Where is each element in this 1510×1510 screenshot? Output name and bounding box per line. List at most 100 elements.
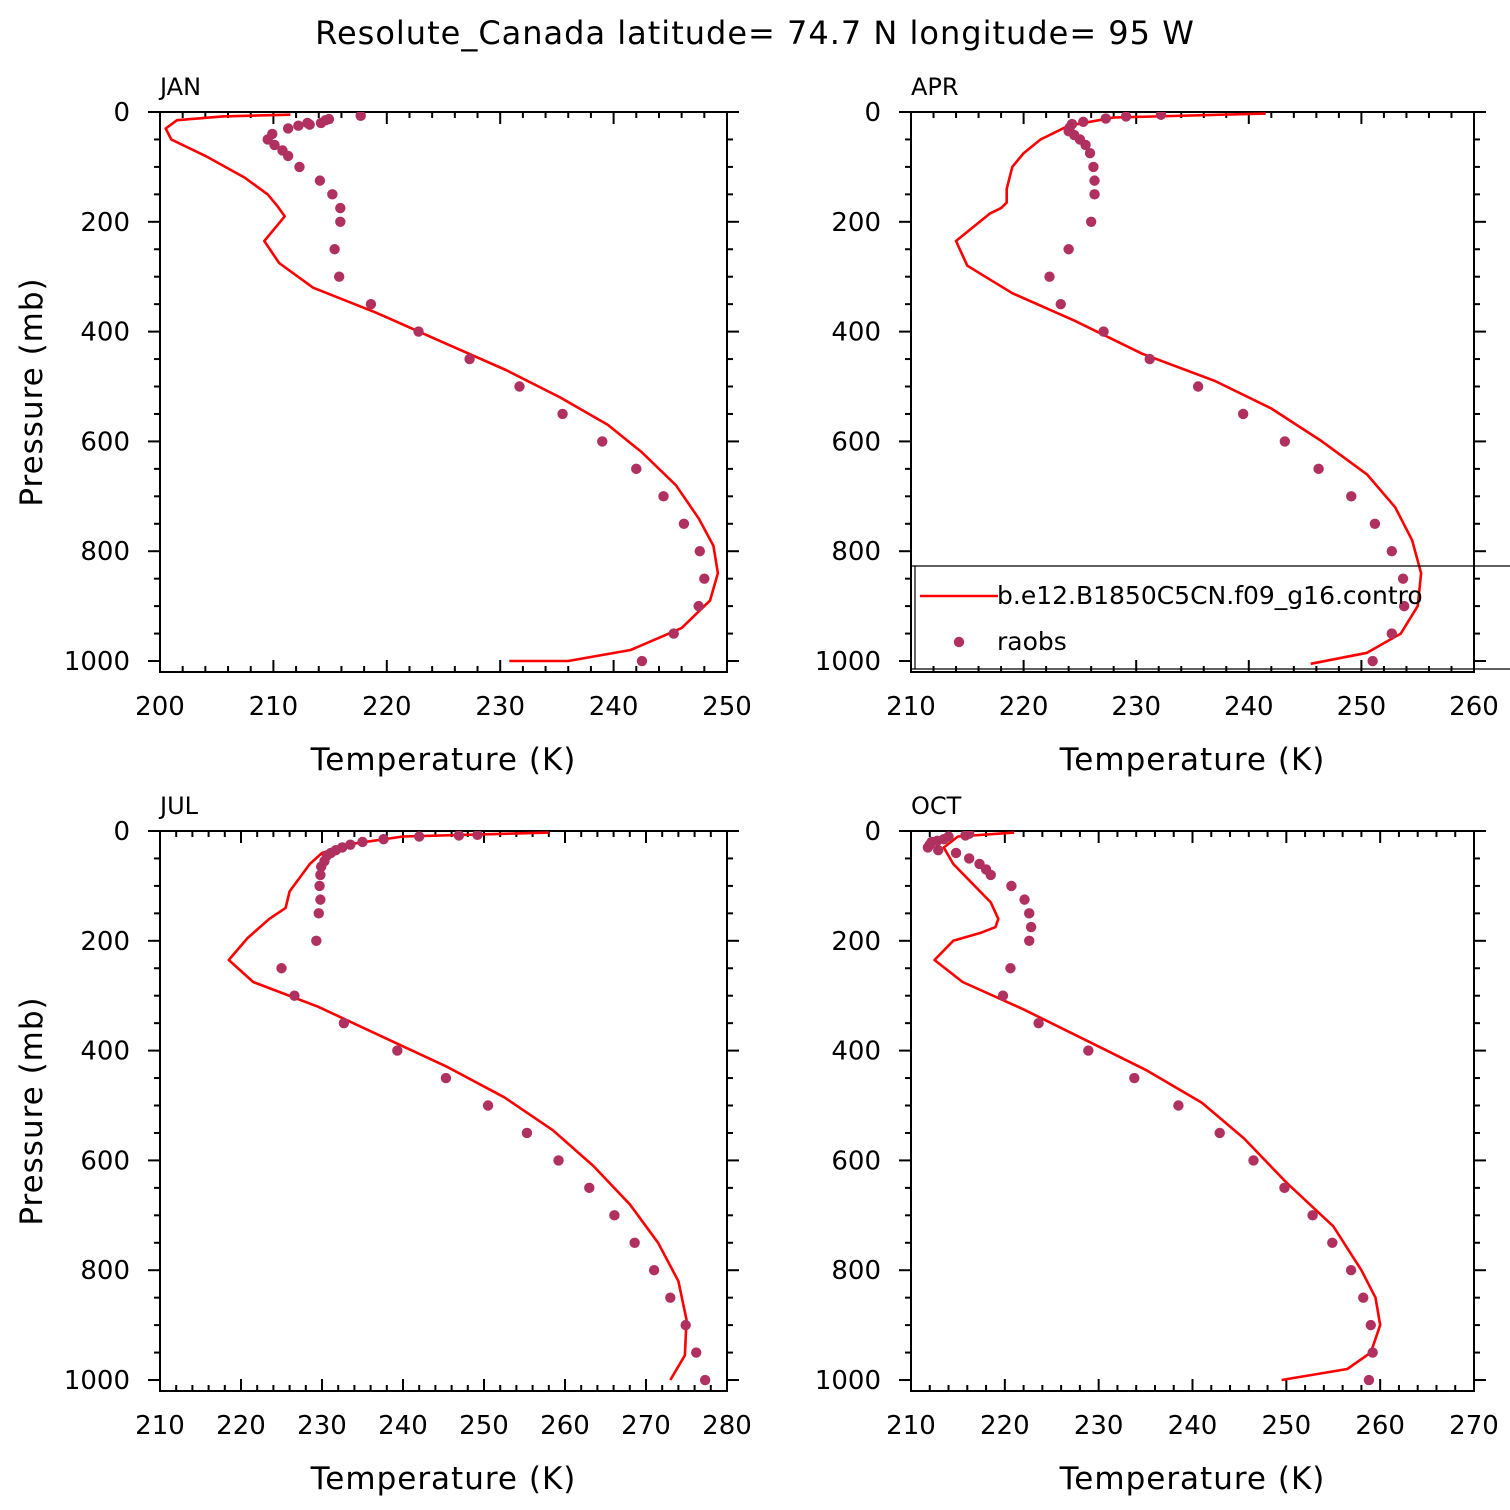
panel-oct: 210 220 230 240 250 260 270 0 200 400 600 800 1000 Te… [815, 792, 1499, 1497]
plot-frame [910, 111, 1475, 673]
raobs-point [963, 853, 975, 864]
x-tick-label: 240 [589, 692, 639, 722]
y-tick-label: 800 [80, 537, 130, 567]
x-tick-label: 280 [702, 1411, 752, 1441]
raobs-point [1024, 935, 1035, 947]
raobs-point [335, 202, 346, 214]
legend-raobs-label: raobs [997, 627, 1067, 656]
model-line [933, 831, 1382, 1382]
y-tick-label: 600 [80, 427, 130, 457]
figure-title: Resolute_Canada latitude= 74.7 N longitu… [315, 14, 1195, 52]
x-tick-label: 210 [135, 1411, 185, 1441]
raobs-point [1089, 175, 1100, 186]
raobs-point [1367, 1347, 1378, 1358]
y-tick-label: 0 [113, 98, 130, 128]
raobs-point [1237, 408, 1249, 420]
y-tick-label: 800 [831, 537, 881, 567]
raobs-point [1100, 113, 1111, 124]
y-tick-label: 600 [831, 1146, 881, 1176]
raobs-point [333, 271, 345, 282]
raobs-point [997, 990, 1009, 1001]
x-tick-label: 210 [886, 692, 936, 722]
raobs-point [1398, 600, 1410, 612]
raobs-point [553, 1155, 564, 1166]
raobs-point [1345, 1265, 1357, 1276]
raobs-point [629, 1237, 640, 1248]
raobs-point [1307, 1210, 1318, 1221]
x-tick-label: 210 [886, 1411, 936, 1441]
raobs-point [668, 628, 679, 639]
panel-label: JUL [158, 792, 199, 820]
model-line [954, 112, 1423, 666]
x-tick-label: 270 [621, 1411, 671, 1441]
raobs-point [680, 1319, 691, 1331]
plot-frame [159, 830, 728, 1392]
raobs-point [609, 1210, 620, 1221]
model-line [227, 831, 688, 1381]
raobs-point [1327, 1237, 1338, 1248]
raobs-point [922, 842, 934, 853]
raobs-point [294, 161, 305, 173]
raobs-point [365, 298, 377, 310]
raobs-point [357, 836, 368, 848]
y-tick-label: 400 [80, 1037, 130, 1067]
raobs-point [314, 175, 326, 186]
y-tick-label: 800 [831, 1256, 881, 1286]
raobs-point [631, 463, 642, 475]
raobs-point [665, 1292, 676, 1303]
raobs-point [1313, 463, 1324, 475]
raobs-point [1369, 518, 1381, 529]
raobs-point [335, 216, 346, 228]
raobs-point [269, 139, 280, 151]
y-tick-label: 0 [864, 98, 881, 128]
raobs-point [678, 518, 690, 529]
x-axis-label: Temperature (K) [1059, 742, 1326, 778]
raobs-point [282, 123, 294, 134]
raobs-point [1279, 1182, 1290, 1194]
raobs-point [1098, 326, 1109, 337]
y-tick-label: 600 [831, 427, 881, 457]
raobs-point [960, 831, 971, 841]
legend-model-label: b.e12.B1850C5CN.f09_g16.contro [997, 581, 1423, 610]
x-axis-label: Temperature (K) [1059, 1461, 1326, 1497]
raobs-point [293, 120, 304, 131]
raobs-point [1248, 1155, 1259, 1166]
raobs-point [1367, 655, 1378, 667]
raobs-point [557, 408, 568, 420]
raobs-point [413, 326, 424, 337]
raobs-point [302, 117, 313, 129]
raobs-point [440, 1072, 452, 1084]
raobs-point [338, 1017, 350, 1029]
panel-jul: 210 220 230 240 250 260 270 280 0 200 400 600 800 100… [14, 792, 752, 1497]
raobs-point [1088, 161, 1099, 173]
y-tick-label: 200 [831, 927, 881, 957]
raobs-point [1025, 921, 1037, 933]
x-tick-label: 230 [1074, 1411, 1124, 1441]
plot-area [922, 831, 1382, 1386]
raobs-point [1083, 1045, 1094, 1056]
raobs-point [1397, 573, 1409, 584]
x-tick-label: 240 [1168, 1411, 1218, 1441]
raobs-point [329, 244, 340, 255]
y-tick-label: 1000 [64, 647, 130, 677]
raobs-point [699, 573, 710, 584]
raobs-point [482, 1100, 494, 1111]
y-tick-label: 600 [80, 1146, 130, 1176]
y-tick-label: 1000 [64, 1366, 130, 1396]
raobs-point [315, 894, 326, 905]
plot-frame [159, 111, 728, 673]
y-tick-label: 200 [80, 927, 130, 957]
raobs-point [1019, 894, 1030, 905]
raobs-point [514, 381, 525, 392]
raobs-point [314, 880, 325, 892]
panel-jan: 200 210 220 230 240 250 0 200 400 600 800 1000 Tempe… [14, 73, 752, 778]
raobs-point [1144, 353, 1155, 365]
y-tick-label: 1000 [815, 1366, 881, 1396]
raobs-point [694, 546, 705, 557]
raobs-point [453, 831, 465, 841]
y-tick-label: 200 [831, 208, 881, 238]
panel-label: JAN [158, 73, 201, 101]
raobs-point [1006, 880, 1017, 892]
raobs-point [345, 839, 356, 850]
